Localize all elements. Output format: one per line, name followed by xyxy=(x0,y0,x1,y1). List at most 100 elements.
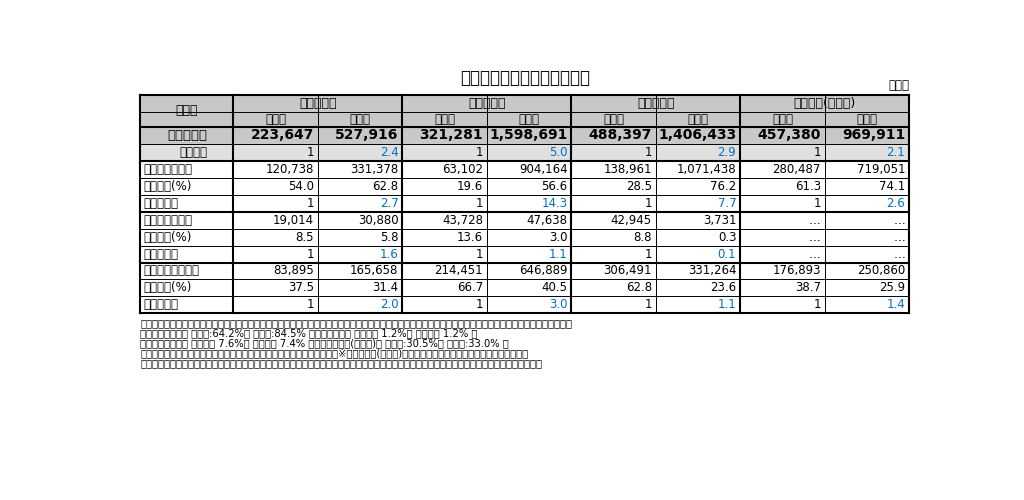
Text: 40.5: 40.5 xyxy=(542,282,567,294)
Text: 公私比率: 公私比率 xyxy=(143,196,178,209)
Text: 1: 1 xyxy=(813,196,821,209)
Text: ※　高等学校(全日制)の生徒は，本科生に占める私立の割合である。: ※ 高等学校(全日制)の生徒は，本科生に占める私立の割合である。 xyxy=(140,348,528,358)
Text: 331,378: 331,378 xyxy=(350,163,398,176)
Text: 62.8: 62.8 xyxy=(373,180,398,193)
Text: 2.0: 2.0 xyxy=(380,298,398,312)
Text: 1: 1 xyxy=(306,146,314,159)
Text: 306,491: 306,491 xyxy=(603,264,652,278)
Text: 1,406,433: 1,406,433 xyxy=(658,128,736,142)
Text: 1: 1 xyxy=(644,146,652,159)
Text: 31.4: 31.4 xyxy=(373,282,398,294)
Bar xyxy=(140,94,909,112)
Text: 8.5: 8.5 xyxy=(296,230,314,243)
Text: 中学校（ 学校数： 7.6%　 生徒数： 7.4% ）　　高等学校(全日制)（ 学校数:30.5%　 生徒数:33.0% ）: 中学校（ 学校数： 7.6% 生徒数： 7.4% ） 高等学校(全日制)（ 学校… xyxy=(140,338,509,348)
Text: 1.6: 1.6 xyxy=(380,248,398,260)
Text: 250,860: 250,860 xyxy=(857,264,905,278)
Text: 19,014: 19,014 xyxy=(272,214,314,226)
Text: …: … xyxy=(894,248,905,260)
Text: 138,961: 138,961 xyxy=(603,163,652,176)
Text: 構成比(%): 構成比(%) xyxy=(143,180,191,193)
Text: …: … xyxy=(809,230,821,243)
Text: 幼　稚　園: 幼 稚 園 xyxy=(299,96,337,110)
Text: 区　分: 区 分 xyxy=(176,104,199,118)
Text: うち学校給食費: うち学校給食費 xyxy=(143,214,193,226)
Text: 8.8: 8.8 xyxy=(634,230,652,243)
Text: 61.3: 61.3 xyxy=(795,180,821,193)
Text: 76.2: 76.2 xyxy=(710,180,736,193)
Text: 1: 1 xyxy=(475,146,483,159)
Text: 66.7: 66.7 xyxy=(457,282,483,294)
Text: 2.4: 2.4 xyxy=(380,146,398,159)
Text: 私　立: 私 立 xyxy=(518,113,540,126)
Text: 488,397: 488,397 xyxy=(589,128,652,142)
Text: 47,638: 47,638 xyxy=(526,214,567,226)
Text: 1,071,438: 1,071,438 xyxy=(677,163,736,176)
Text: （資料）文部科学省「平成３０年度学校基本統計（学校基本調査報告書）」: （資料）文部科学省「平成３０年度学校基本統計（学校基本調査報告書）」 xyxy=(140,358,543,368)
Text: 3.0: 3.0 xyxy=(549,298,567,312)
Text: 62.8: 62.8 xyxy=(626,282,652,294)
Text: 223,647: 223,647 xyxy=(251,128,314,142)
Text: 969,911: 969,911 xyxy=(842,128,905,142)
Text: …: … xyxy=(809,214,821,226)
Text: 646,889: 646,889 xyxy=(519,264,567,278)
Text: 表１　学校種別の学習費総額: 表１ 学校種別の学習費総額 xyxy=(460,69,590,87)
Text: 小　学　校: 小 学 校 xyxy=(468,96,506,110)
Text: 63,102: 63,102 xyxy=(442,163,483,176)
Text: 28.5: 28.5 xyxy=(626,180,652,193)
Text: （参考）公立・私立学校総数に占める私立学校の割合，及び公立・私立学校に通う全幼児・児童・生徒数全体に占める私立学校に通う者の割合（平成３０年度）: （参考）公立・私立学校総数に占める私立学校の割合，及び公立・私立学校に通う全幼児… xyxy=(140,318,572,328)
Text: 13.6: 13.6 xyxy=(457,230,483,243)
Text: 38.7: 38.7 xyxy=(795,282,821,294)
Text: 527,916: 527,916 xyxy=(335,128,398,142)
Text: 1: 1 xyxy=(644,248,652,260)
Text: 1.4: 1.4 xyxy=(887,298,905,312)
Text: 1.1: 1.1 xyxy=(718,298,736,312)
Text: 42,945: 42,945 xyxy=(610,214,652,226)
Text: 43,728: 43,728 xyxy=(442,214,483,226)
Text: 7.7: 7.7 xyxy=(718,196,736,209)
Text: …: … xyxy=(894,230,905,243)
Text: 高等学校(全日制): 高等学校(全日制) xyxy=(794,96,856,110)
Text: 公　立: 公 立 xyxy=(603,113,624,126)
Text: 331,264: 331,264 xyxy=(688,264,736,278)
Text: 165,658: 165,658 xyxy=(350,264,398,278)
Text: うち学校外活動費: うち学校外活動費 xyxy=(143,264,200,278)
Text: 719,051: 719,051 xyxy=(857,163,905,176)
Bar xyxy=(140,112,909,127)
Text: 2.6: 2.6 xyxy=(887,196,905,209)
Text: うち学校教育費: うち学校教育費 xyxy=(143,163,193,176)
Text: 1: 1 xyxy=(306,298,314,312)
Text: 0.1: 0.1 xyxy=(718,248,736,260)
Text: 学習費総額: 学習費総額 xyxy=(167,129,207,142)
Text: 0.3: 0.3 xyxy=(718,230,736,243)
Text: 公私比率: 公私比率 xyxy=(143,298,178,312)
Bar xyxy=(140,127,909,144)
Text: 3.0: 3.0 xyxy=(549,230,567,243)
Text: 56.6: 56.6 xyxy=(542,180,567,193)
Text: 1: 1 xyxy=(644,298,652,312)
Text: 中　学　校: 中 学 校 xyxy=(637,96,675,110)
Text: 14.3: 14.3 xyxy=(542,196,567,209)
Text: （円）: （円） xyxy=(888,80,909,92)
Text: 公　立: 公 立 xyxy=(772,113,793,126)
Text: 3,731: 3,731 xyxy=(702,214,736,226)
Text: 1: 1 xyxy=(475,248,483,260)
Text: 2.7: 2.7 xyxy=(380,196,398,209)
Text: 25.9: 25.9 xyxy=(880,282,905,294)
Text: 54.0: 54.0 xyxy=(288,180,314,193)
Text: 公私比率: 公私比率 xyxy=(143,248,178,260)
Text: 37.5: 37.5 xyxy=(288,282,314,294)
Text: 457,380: 457,380 xyxy=(758,128,821,142)
Text: 74.1: 74.1 xyxy=(879,180,905,193)
Text: 私　立: 私 立 xyxy=(349,113,371,126)
Text: 2.1: 2.1 xyxy=(887,146,905,159)
Text: 構成比(%): 構成比(%) xyxy=(143,230,191,243)
Text: 83,895: 83,895 xyxy=(273,264,314,278)
Text: 904,164: 904,164 xyxy=(519,163,567,176)
Text: 1: 1 xyxy=(813,146,821,159)
Text: 214,451: 214,451 xyxy=(434,264,483,278)
Text: …: … xyxy=(809,248,821,260)
Text: 1: 1 xyxy=(644,196,652,209)
Text: 1: 1 xyxy=(306,196,314,209)
Text: 280,487: 280,487 xyxy=(772,163,821,176)
Text: 2.9: 2.9 xyxy=(718,146,736,159)
